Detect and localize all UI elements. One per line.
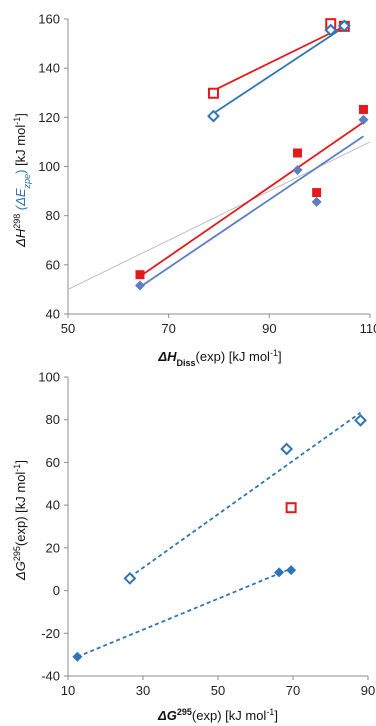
bottom-y-tick-label: 80 — [46, 412, 60, 427]
top-fit-line-1 — [212, 26, 345, 115]
top-point-s1-2 — [337, 19, 351, 33]
top-fit-line-3 — [139, 135, 364, 288]
top-point-s3-0 — [134, 280, 145, 291]
top-point-s2-3 — [358, 104, 368, 114]
bottom-y-tick-label: 20 — [46, 540, 60, 555]
top-point-s3-2 — [311, 196, 322, 207]
top-y-tick-label: 80 — [46, 208, 60, 223]
bottom-x-axis-label: ΔG295(exp) [kJ mol-1] — [157, 707, 278, 723]
chart-top: ΔHDiss(exp) [kJ mol-1] ΔH298 (ΔEzpe) [kJ… — [12, 12, 376, 369]
top-point-s2-2 — [312, 188, 322, 198]
bottom-point-s0-1 — [280, 442, 294, 456]
top-point-s2-1 — [293, 148, 303, 158]
bottom-point-s2-0 — [72, 651, 83, 662]
bottom-fit-line-2 — [77, 567, 292, 658]
top-x-tick-label: 70 — [161, 321, 175, 336]
chart-bottom: ΔG295(exp) [kJ mol-1] ΔG295(exp) [kJ mol… — [12, 370, 375, 724]
top-y-axis-label: ΔH298 (ΔEzpe) [kJ mol-1] — [12, 113, 32, 248]
bottom-y-tick-label: -40 — [41, 669, 60, 684]
bottom-fit-line-0 — [129, 411, 362, 578]
top-y-tick-label: 140 — [38, 61, 60, 76]
top-x-tick-label: 90 — [262, 321, 276, 336]
top-y-tick-label: 60 — [46, 257, 60, 272]
bottom-x-tick-label: 10 — [61, 683, 75, 698]
bottom-y-tick-label: 0 — [53, 583, 60, 598]
bottom-y-axis-label: ΔG295(exp) [kJ mol-1] — [12, 460, 28, 581]
bottom-x-tick-label: 50 — [211, 683, 225, 698]
bottom-y-tick-label: 60 — [46, 455, 60, 470]
bottom-y-tick-label: 40 — [46, 498, 60, 513]
top-point-s1-1 — [324, 23, 338, 37]
top-point-s2-0 — [135, 270, 145, 280]
top-y-tick-label: 40 — [46, 307, 60, 322]
bottom-x-tick-label: 70 — [286, 683, 300, 698]
bottom-y-tick-label: -20 — [41, 626, 60, 641]
top-x-axis-label: ΔHDiss(exp) [kJ mol-1] — [157, 348, 281, 368]
top-fit-line-0 — [213, 25, 345, 92]
top-fit-line-2 — [139, 121, 364, 278]
bottom-point-s2-2 — [286, 565, 297, 576]
top-x-tick-label: 50 — [61, 321, 75, 336]
top-x-tick-label: 110 — [360, 321, 376, 336]
bottom-point-s1-0 — [285, 502, 297, 514]
bottom-point-s2-1 — [274, 567, 285, 578]
top-point-s3-3 — [358, 114, 369, 125]
bottom-x-tick-label: 90 — [361, 683, 375, 698]
top-y-tick-label: 120 — [38, 110, 60, 125]
top-y-tick-label: 100 — [38, 159, 60, 174]
bottom-point-s0-0 — [123, 571, 137, 585]
bottom-x-tick-label: 30 — [136, 683, 150, 698]
bottom-y-tick-label: 100 — [38, 370, 60, 385]
top-y-tick-label: 160 — [38, 12, 60, 27]
top-point-s1-0 — [207, 109, 220, 123]
bottom-point-s0-2 — [354, 413, 367, 427]
top-reference-line — [67, 141, 371, 290]
top-point-s3-1 — [292, 164, 303, 175]
top-point-s0-0 — [207, 87, 219, 99]
